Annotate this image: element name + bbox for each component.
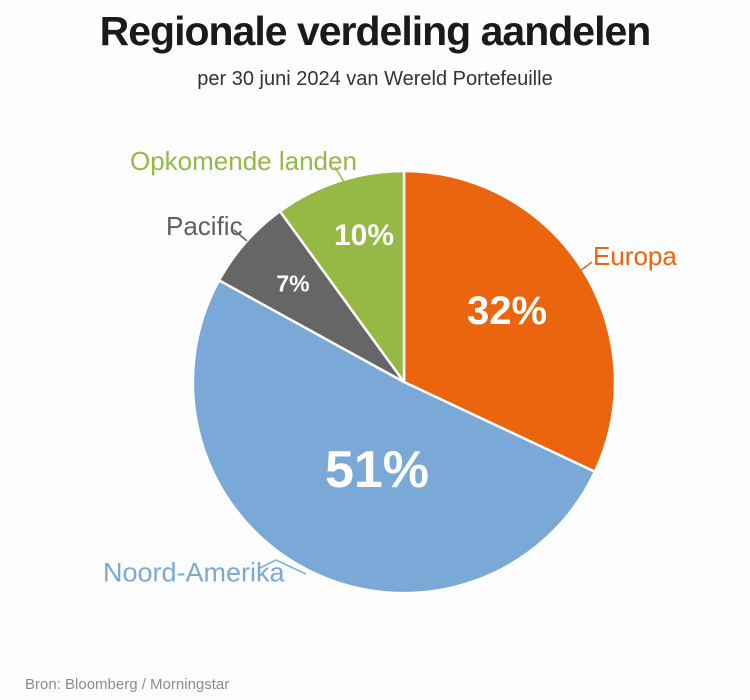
chart-subtitle: per 30 juni 2024 van Wereld Portefeuille	[197, 68, 553, 90]
slice-label-opkomende-landen: Opkomende landen	[130, 146, 357, 176]
chart-title: Regionale verdeling aandelen	[99, 8, 652, 54]
leader-line-europa	[579, 261, 593, 272]
slice-value-pacific: 7%	[276, 270, 310, 297]
leader-line-opkomende-landen	[334, 166, 345, 183]
pie-slice-opkomende-landen	[278, 169, 406, 384]
leader-line-pacific	[233, 229, 248, 242]
slice-value-noord-amerika: 51%	[324, 441, 430, 499]
leader-line-noord-amerika	[257, 559, 307, 575]
pie-slice-noord-amerika	[191, 279, 597, 595]
pie-slices	[191, 169, 617, 595]
chart-source: Bron: Bloomberg / Morningstar	[25, 676, 230, 693]
slice-label-pacific: Pacific	[166, 211, 243, 241]
slice-label-europa: Europa	[593, 241, 677, 271]
slice-value-opkomende-landen: 10%	[333, 219, 395, 252]
slice-value-europa: 32%	[466, 289, 548, 333]
slice-label-noord-amerika: Noord-Amerika	[103, 557, 285, 588]
